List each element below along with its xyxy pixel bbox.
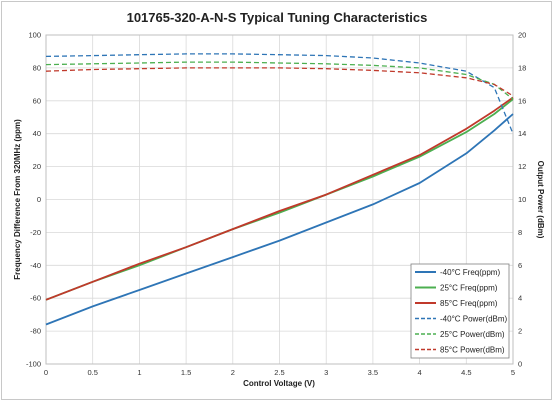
x-tick-label: 5 — [511, 368, 515, 377]
y-axis-ticks: -100 -80 -60 -40 -20 0 20 40 60 80 100 — [26, 31, 41, 369]
legend-entry-0: -40°C Freq(ppm) — [440, 268, 500, 277]
legend-entry-2: 85°C Freq(ppm) — [440, 299, 498, 308]
y-tick-label: 20 — [33, 162, 41, 171]
y2-tick-label: 16 — [518, 96, 526, 105]
series-line-3 — [45, 53, 514, 134]
y2-tick-label: 12 — [518, 162, 526, 171]
legend-entry-3: -40°C Power(dBm) — [440, 315, 508, 324]
y-axis-label: Frequency Difference From 320MHz (ppm) — [13, 119, 22, 280]
series-line-4 — [45, 61, 514, 100]
x-tick-label: 2.5 — [274, 368, 284, 377]
x-tick-label: 3 — [324, 368, 328, 377]
legend-entry-5: 85°C Power(dBm) — [440, 346, 505, 355]
series-group — [45, 53, 514, 326]
y2-tick-label: 10 — [518, 195, 526, 204]
x-tick-label: 1.5 — [181, 368, 191, 377]
plot-area-border — [45, 34, 514, 365]
x-tick-label: 0 — [44, 368, 48, 377]
legend-box — [410, 263, 510, 359]
chart-title: 101765-320-A-N-S Typical Tuning Characte… — [127, 10, 428, 25]
y-tick-label: 100 — [28, 31, 41, 40]
series-line-5 — [45, 67, 514, 97]
series-line-2 — [45, 96, 514, 301]
x-axis-ticks: 0 0.5 1 1.5 2 2.5 3 3.5 4 4.5 5 — [44, 368, 515, 377]
y-tick-label: -40 — [30, 261, 41, 270]
x-axis-label: Control Voltage (V) — [243, 379, 315, 388]
legend-entry-4: 25°C Power(dBm) — [440, 330, 505, 339]
x-tick-label: 1 — [137, 368, 141, 377]
y-tick-label: -80 — [30, 327, 41, 336]
series-line-0 — [45, 113, 514, 326]
y-tick-label: 40 — [33, 129, 41, 138]
y-tick-label: -20 — [30, 228, 41, 237]
x-tick-label: 2 — [231, 368, 235, 377]
legend-entry-1: 25°C Freq(ppm) — [440, 284, 498, 293]
y-tick-label: 60 — [33, 96, 41, 105]
x-tick-label: 4.5 — [461, 368, 471, 377]
y-tick-label: -60 — [30, 294, 41, 303]
y-tick-label: -100 — [26, 360, 41, 369]
y2-tick-label: 4 — [518, 294, 522, 303]
y-tick-label: 80 — [33, 63, 41, 72]
y2-tick-label: 14 — [518, 129, 526, 138]
y-tick-label: 0 — [37, 195, 41, 204]
y2-tick-label: 0 — [518, 360, 522, 369]
y2-axis-ticks: 0 2 4 6 8 10 12 14 16 18 20 — [518, 31, 526, 369]
y2-tick-label: 20 — [518, 31, 526, 40]
y2-axis-label: Output Power (dBm) — [536, 161, 545, 239]
y2-tick-label: 2 — [518, 327, 522, 336]
x-tick-label: 4 — [418, 368, 422, 377]
legend: -40°C Freq(ppm) 25°C Freq(ppm) 85°C Freq(p… — [410, 263, 510, 359]
y2-tick-label: 6 — [518, 261, 522, 270]
x-tick-label: 3.5 — [368, 368, 378, 377]
y2-tick-label: 18 — [518, 63, 526, 72]
y2-tick-label: 8 — [518, 228, 522, 237]
x-tick-label: 0.5 — [87, 368, 97, 377]
